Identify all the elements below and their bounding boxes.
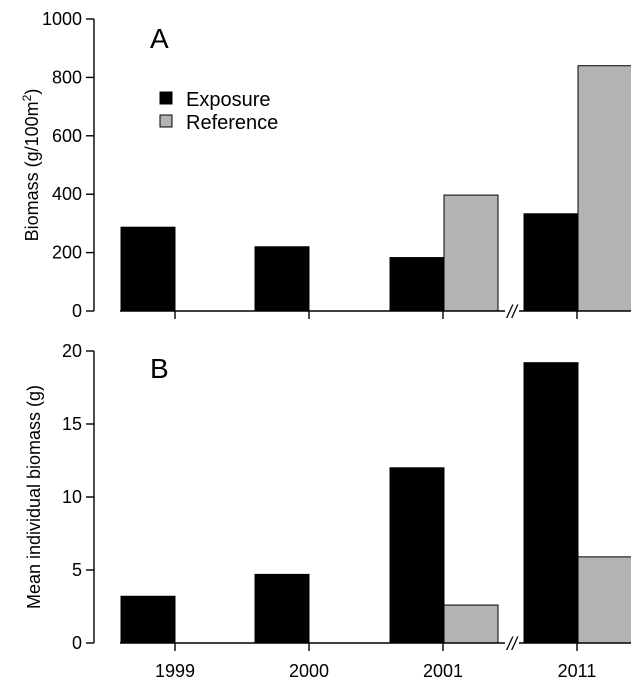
legend-exposure-label: Exposure (186, 89, 271, 111)
panel-b-bar-exposure-1999 (121, 596, 175, 643)
panel-b-bar-exposure-2000 (255, 574, 309, 643)
panel-a-y-axis-title-end: ) (22, 89, 42, 95)
x-tick-label-2001: 2001 (423, 661, 463, 681)
panel-b-y-tick-label: 10 (62, 487, 82, 507)
panel-a-bar-reference-2011 (578, 66, 631, 311)
panel-a-bar-exposure-2001 (390, 258, 444, 311)
panel-a-y-tick-label: 800 (52, 67, 82, 87)
panel-b: B Mean individual biomass (g) 0 5 10 15 20 //… (24, 341, 631, 681)
panel-a-y-tick-label: 600 (52, 126, 82, 146)
panel-b-y-axis-title: Mean individual biomass (g) (24, 385, 44, 609)
legend-reference-label: Reference (186, 112, 278, 134)
panel-b-y-tick-label: 15 (62, 414, 82, 434)
panel-b-bar-reference-2001 (444, 605, 498, 643)
panel-a-y-tick-label: 200 (52, 243, 82, 263)
panel-a-bar-exposure-2000 (255, 247, 309, 311)
panel-a-bar-reference-2001 (444, 195, 498, 311)
legend-exposure-swatch (160, 92, 172, 104)
x-tick-label-2000: 2000 (289, 661, 329, 681)
panel-b-letter: B (150, 353, 169, 384)
panel-b-y-tick-label: 0 (72, 633, 82, 653)
panel-b-axis-break: // (505, 634, 519, 654)
panel-b-y-tick-label: 20 (62, 341, 82, 361)
panel-b-bar-exposure-2001 (390, 468, 444, 643)
panel-b-y-tick-label: 5 (72, 560, 82, 580)
panel-a-y-axis-title-main: Biomass (g/100m (22, 101, 42, 241)
panel-a-y-axis-title: Biomass (g/100m2) (20, 89, 42, 242)
legend-reference-swatch (160, 115, 172, 127)
panel-b-bar-exposure-2011 (524, 363, 578, 643)
legend: Exposure Reference (160, 89, 278, 134)
panel-a-letter: A (150, 23, 169, 54)
panel-a-bar-exposure-1999 (121, 227, 175, 311)
panel-a-bar-exposure-2011 (524, 214, 578, 311)
panel-a-axis-break: // (505, 302, 519, 322)
x-tick-label-2011: 2011 (558, 661, 597, 681)
panel-a: A Biomass (g/100m2) Exposure Reference 0… (20, 9, 631, 322)
panel-a-y-tick-label: 0 (72, 301, 82, 321)
panel-a-y-tick-label: 400 (52, 184, 82, 204)
panel-b-bar-reference-2011 (578, 557, 631, 643)
x-tick-label-1999: 1999 (155, 661, 195, 681)
panel-a-y-tick-label: 1000 (42, 9, 82, 29)
